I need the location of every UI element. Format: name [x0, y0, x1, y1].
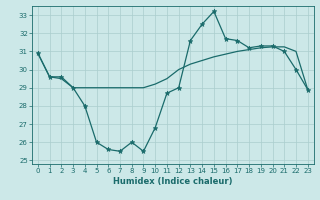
X-axis label: Humidex (Indice chaleur): Humidex (Indice chaleur) [113, 177, 233, 186]
